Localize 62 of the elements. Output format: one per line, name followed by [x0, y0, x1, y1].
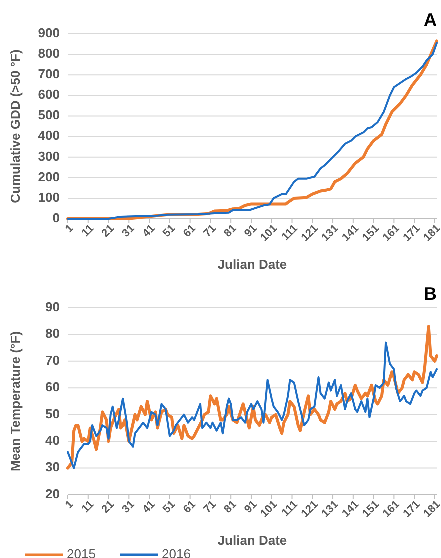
y-tick-label: 50 [46, 406, 60, 422]
x-tick-label: 41 [140, 498, 158, 516]
x-tick-label: 71 [202, 222, 219, 240]
x-axis-title: Julian Date [218, 533, 288, 548]
x-tick-label: 121 [299, 498, 321, 520]
x-tick-label: 161 [380, 222, 402, 244]
x-tick-label: 51 [160, 222, 178, 240]
y-tick-label: 400 [38, 128, 60, 144]
x-tick-label: 161 [380, 498, 402, 520]
x-tick-label: 141 [340, 222, 362, 244]
x-axis-title: Julian Date [218, 257, 288, 272]
y-tick-label: 800 [38, 46, 60, 61]
x-tick-label: 151 [360, 498, 382, 520]
y-tick-label: 30 [46, 460, 60, 475]
x-tick-label: 11 [80, 222, 97, 240]
y-tick-label: 200 [38, 169, 60, 184]
x-tick-label: 31 [120, 498, 138, 516]
y-tick-label: 70 [46, 352, 60, 368]
y-tick-label: 300 [38, 148, 60, 164]
x-tick-label: 131 [320, 222, 342, 244]
x-tick-label: 81 [222, 222, 240, 240]
x-tick-label: 141 [340, 498, 362, 520]
y-tick-label: 100 [38, 190, 60, 205]
x-tick-label: 21 [100, 222, 117, 240]
x-tick-label: 171 [401, 222, 423, 244]
x-tick-label: 11 [80, 498, 97, 516]
x-tick-label: 71 [202, 498, 219, 516]
x-tick-label: 131 [320, 498, 342, 520]
x-tick-label: 51 [160, 498, 178, 516]
x-tick-label: 1 [63, 222, 76, 236]
y-tick-label: 900 [38, 25, 60, 40]
y-tick-label: 90 [46, 299, 60, 314]
y-tick-label: 80 [46, 326, 60, 342]
x-tick-label: 31 [120, 222, 138, 240]
x-tick-label: 111 [280, 222, 300, 244]
chart-title: B [424, 284, 437, 304]
x-tick-label: 181 [422, 498, 441, 520]
x-tick-label: 101 [258, 222, 280, 244]
x-tick-label: 91 [242, 498, 260, 516]
x-tick-label: 111 [280, 498, 300, 520]
x-tick-label: 1 [63, 498, 76, 512]
x-tick-label: 61 [181, 222, 198, 240]
x-tick-label: 41 [140, 222, 158, 240]
x-tick-label: 171 [401, 498, 423, 520]
y-tick-label: 500 [38, 108, 60, 123]
y-tick-label: 0 [52, 210, 60, 226]
x-tick-label: 21 [100, 498, 117, 516]
y-axis-title: Cumulative GDD (>50 °F) [8, 50, 23, 204]
y-tick-label: 60 [46, 380, 60, 395]
y-axis-title: Mean Temperature (°F) [8, 331, 23, 472]
x-tick-label: 61 [181, 498, 198, 516]
y-tick-label: 40 [46, 433, 60, 448]
y-tick-label: 600 [38, 87, 60, 102]
x-tick-label: 101 [258, 498, 280, 520]
y-tick-label: 700 [38, 66, 60, 82]
y-tick-label: 20 [46, 486, 60, 502]
x-tick-label: 81 [222, 498, 240, 516]
x-tick-label: 181 [422, 222, 441, 244]
chart-title: A [424, 10, 437, 30]
x-tick-label: 91 [242, 222, 260, 240]
x-tick-label: 121 [299, 222, 321, 244]
x-tick-label: 151 [360, 222, 382, 244]
